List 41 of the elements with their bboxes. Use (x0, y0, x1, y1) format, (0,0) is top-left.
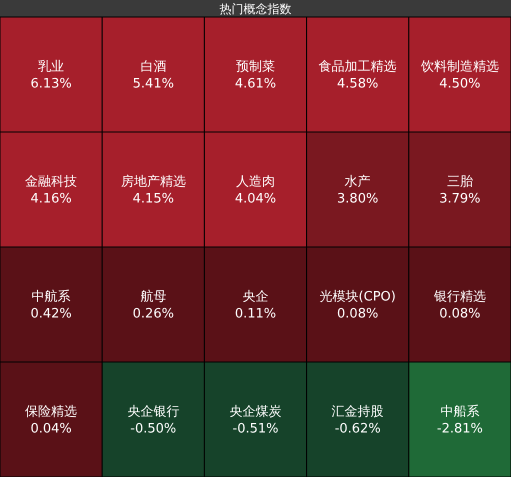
data-label: -0.50% (130, 422, 176, 436)
category-label: 乳业 (38, 60, 64, 74)
data-label: 0.08% (439, 306, 481, 322)
data-label: 0.08% (337, 306, 378, 322)
category-label: 汇金持股 (332, 404, 384, 420)
data-label: 3.80% (337, 192, 378, 206)
category-label: 央企银行 (127, 404, 180, 420)
category-label: 白酒 (140, 60, 166, 74)
category-label: 预制菜 (236, 60, 275, 74)
data-label: 3.79% (439, 192, 481, 206)
category-label: 光模块(CPO) (320, 290, 396, 304)
category-label: 人造肉 (236, 174, 275, 190)
category-label: 央企煤炭 (230, 404, 282, 420)
data-label: 0.26% (132, 306, 174, 322)
data-label: 0.11% (234, 306, 276, 322)
category-label: 中航系 (32, 290, 71, 304)
data-label: 4.61% (234, 76, 276, 92)
data-label: -2.81% (436, 422, 483, 436)
data-label: -0.51% (232, 422, 278, 436)
category-label: 房地产精选 (120, 174, 186, 190)
data-label: 4.58% (337, 76, 378, 92)
data-label: 0.04% (30, 422, 72, 436)
category-label: 三胎 (446, 174, 473, 190)
category-label: 金融科技 (25, 174, 78, 190)
category-label: 水产 (344, 174, 371, 190)
data-label: 4.04% (234, 192, 276, 206)
category-label: 食品加工精选 (318, 60, 397, 74)
data-label: -0.62% (334, 422, 381, 436)
category-label: 饮料制造精选 (420, 60, 499, 74)
data-label: 4.16% (30, 192, 72, 206)
data-label: 0.42% (30, 306, 72, 322)
data-label: 5.41% (132, 76, 174, 92)
data-label: 6.13% (30, 76, 72, 92)
category-label: 中船系 (440, 404, 480, 420)
data-label: 4.50% (439, 76, 481, 92)
category-label: 央企 (242, 290, 268, 304)
data-label: 4.15% (132, 192, 174, 206)
category-label: 保险精选 (25, 404, 78, 420)
category-label: 银行精选 (432, 290, 486, 304)
category-label: 航母 (140, 290, 166, 304)
text: 热门概念指数 (220, 2, 292, 16)
